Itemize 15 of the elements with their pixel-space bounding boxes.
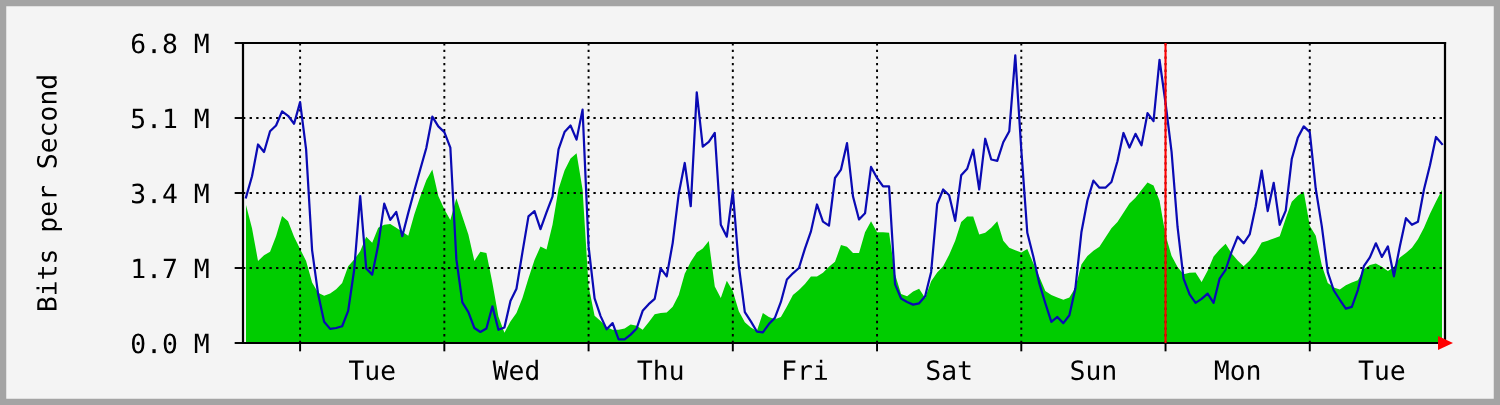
x-tick-label: Tue <box>348 360 395 381</box>
y-axis-title: Bits per Second <box>36 76 62 311</box>
y-tick-label: 6.8 M <box>131 33 209 54</box>
x-tick-label: Mon <box>1214 360 1260 381</box>
y-tick-label: 1.7 M <box>133 258 209 279</box>
line-series <box>244 54 1444 341</box>
y-tick-label: 0.0 M <box>131 333 209 354</box>
x-tick-label: Thu <box>637 359 683 381</box>
y-tick-label: 3.4 M <box>132 183 209 204</box>
y-tick-label: 5.1 M <box>132 108 209 129</box>
x-tick-label: Wed <box>492 359 538 381</box>
x-tick-label: Fri <box>784 359 827 380</box>
x-tick-label: Sun <box>1071 360 1115 381</box>
x-tick-label: Sat <box>927 360 971 381</box>
x-tick-label: Tue <box>1358 360 1405 381</box>
